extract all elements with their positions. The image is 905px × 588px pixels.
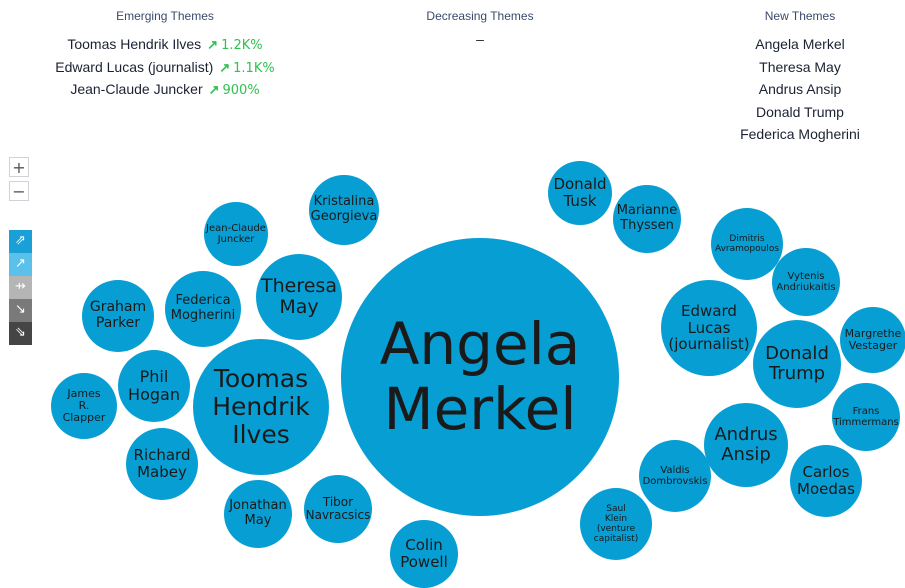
bubble-vytenis-andriukaitis[interactable]: Vytenis Andriukaitis	[772, 248, 840, 316]
bubble-federica-mogherini[interactable]: Federica Mogherini	[165, 271, 241, 347]
bubble-dimitris-avramopoulos[interactable]: Dimitris Avramopoulos	[711, 208, 783, 280]
bubble-tibor-navracsics[interactable]: Tibor Navracsics	[304, 475, 372, 543]
bubble-colin-powell[interactable]: Colin Powell	[390, 520, 458, 588]
decreasing-themes-empty: –	[476, 31, 484, 47]
emerging-theme-change: 1.1K%	[233, 60, 275, 76]
emerging-theme-item[interactable]: Toomas Hendrik Ilves ↗ 1.2K%	[40, 33, 290, 56]
decreasing-themes-panel: Decreasing Themes –	[380, 0, 580, 47]
bubble-label: Toomas Hendrik Ilves	[212, 364, 310, 449]
bubble-label: Graham Parker	[89, 299, 147, 331]
trend-up-icon: ↗	[207, 37, 219, 52]
trend-up-icon: ↗	[208, 82, 220, 97]
bubble-marianne-thyssen[interactable]: Marianne Thyssen	[613, 185, 681, 253]
bubble-label: Kristalina Georgieva	[310, 194, 378, 224]
new-themes-panel: New Themes Angela Merkel Theresa May And…	[700, 0, 900, 146]
new-themes-title: New Themes	[764, 9, 836, 23]
emerging-theme-name: Jean-Claude Juncker	[70, 81, 203, 97]
emerging-theme-name: Edward Lucas (journalist)	[55, 58, 214, 75]
bubble-label: Federica Mogherini	[170, 293, 236, 323]
bubble-saul-klein[interactable]: Saul Klein (venture capitalist)	[580, 488, 652, 560]
bubble-donald-tusk[interactable]: Donald Tusk	[548, 161, 612, 225]
decreasing-themes-title: Decreasing Themes	[426, 9, 534, 23]
bubble-label: Colin Powell	[400, 536, 448, 571]
bubble-angela-merkel[interactable]: Angela Merkel	[341, 238, 619, 516]
new-theme-item[interactable]: Donald Trump	[756, 103, 844, 120]
bubble-margrethe-vestager[interactable]: Margrethe Vestager	[840, 307, 905, 373]
bubble-jean-claude-juncker[interactable]: Jean-Claude Juncker	[204, 202, 268, 266]
bubble-valdis-dombrovskis[interactable]: Valdis Dombrovskis	[639, 440, 711, 512]
rise-icon[interactable]: ↗	[9, 253, 32, 276]
strong-rise-icon[interactable]: ⇗	[9, 230, 32, 253]
emerging-theme-change: 900%	[222, 83, 260, 98]
emerging-themes-title: Emerging Themes	[116, 9, 214, 23]
bubble-toomas-hendrik-ilves[interactable]: Toomas Hendrik Ilves	[193, 339, 329, 475]
bubble-carlos-moedas[interactable]: Carlos Moedas	[790, 445, 862, 517]
new-theme-item[interactable]: Federica Mogherini	[740, 126, 860, 142]
zoom-out-button[interactable]: −	[9, 181, 29, 201]
bubble-phil-hogan[interactable]: Phil Hogan	[118, 350, 190, 422]
bubble-label: Saul Klein (venture capitalist)	[593, 503, 639, 545]
bubble-kristalina-georgieva[interactable]: Kristalina Georgieva	[309, 175, 379, 245]
bubble-label: Vytenis Andriukaitis	[776, 270, 836, 293]
bubble-label: Margrethe Vestager	[844, 326, 902, 352]
bubble-andrus-ansip[interactable]: Andrus Ansip	[704, 403, 788, 487]
new-theme-item[interactable]: Andrus Ansip	[758, 81, 842, 97]
emerging-theme-change: 1.2K%	[221, 38, 263, 53]
new-theme-item[interactable]: Angela Merkel	[755, 36, 845, 52]
bubble-label: Andrus Ansip	[714, 423, 778, 465]
bubble-label: James R. Clapper	[62, 386, 106, 425]
emerging-theme-name: Toomas Hendrik Ilves	[67, 36, 202, 52]
bubble-label: Frans Timmermans	[833, 405, 899, 428]
bubble-label: Edward Lucas (journalist)	[668, 301, 750, 354]
emerging-theme-item[interactable]: Jean-Claude Juncker ↗ 900%	[40, 78, 290, 101]
bubble-frans-timmermans[interactable]: Frans Timmermans	[832, 383, 900, 451]
bubble-label: Marianne Thyssen	[616, 203, 678, 233]
bubble-jonathan-may[interactable]: Jonathan May	[224, 480, 292, 548]
bubble-donald-trump[interactable]: Donald Trump	[753, 320, 841, 408]
bubble-label: Theresa May	[261, 274, 337, 318]
fall-icon[interactable]: ↘	[9, 299, 32, 322]
bubble-label: Phil Hogan	[128, 367, 180, 404]
stable-icon[interactable]: ⇸	[9, 276, 32, 299]
bubble-label: Carlos Moedas	[797, 463, 855, 498]
bubble-label: Richard Mabey	[133, 446, 191, 481]
emerging-theme-item[interactable]: Edward Lucas (journalist) ↗ 1.1K%	[40, 56, 290, 79]
bubble-james-r-clapper[interactable]: James R. Clapper	[51, 373, 117, 439]
trend-up-icon: ↗	[219, 59, 231, 75]
bubble-label: Donald Tusk	[553, 175, 607, 210]
emerging-themes-panel: Emerging Themes Toomas Hendrik Ilves ↗ 1.2…	[40, 0, 290, 101]
zoom-in-button[interactable]: +	[9, 157, 29, 177]
bubble-label: Jonathan May	[229, 498, 287, 528]
bubble-label: Jean-Claude Juncker	[206, 222, 266, 245]
bubble-label: Angela Merkel	[379, 310, 581, 443]
bubble-theresa-may[interactable]: Theresa May	[256, 254, 342, 340]
bubble-label: Donald Trump	[765, 342, 829, 384]
bubble-label: Valdis Dombrovskis	[642, 464, 708, 487]
new-theme-item[interactable]: Theresa May	[759, 58, 841, 75]
bubble-label: Tibor Navracsics	[305, 494, 371, 522]
bubble-edward-lucas[interactable]: Edward Lucas (journalist)	[661, 280, 757, 376]
bubble-label: Dimitris Avramopoulos	[714, 233, 780, 254]
strong-fall-icon[interactable]: ⇘	[9, 322, 32, 345]
bubble-richard-mabey[interactable]: Richard Mabey	[126, 428, 198, 500]
bubble-graham-parker[interactable]: Graham Parker	[82, 280, 154, 352]
